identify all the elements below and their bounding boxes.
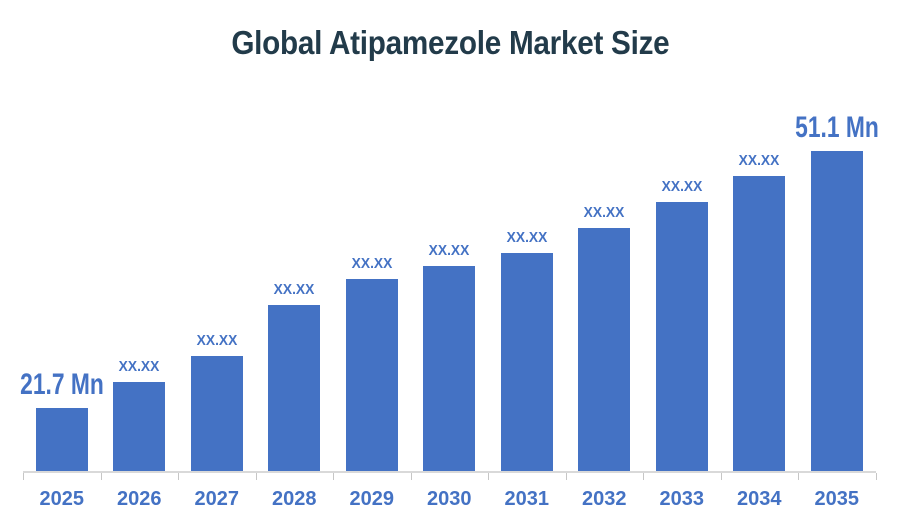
bar-label-2027: XX.XX: [196, 332, 238, 349]
x-axis-tick: [643, 473, 644, 480]
chart-title-text: Global Atipamezole Market Size: [230, 24, 670, 61]
bar-label-2033: XX.XX: [661, 178, 703, 195]
x-axis-label-2027: 2027: [194, 488, 240, 510]
x-axis-tick: [875, 473, 877, 480]
x-axis-tick: [100, 473, 102, 480]
bar-2032: [578, 228, 631, 471]
bar-2029: [345, 279, 398, 471]
x-axis-label-2033: 2033: [659, 488, 705, 510]
x-axis-tick: [565, 473, 567, 480]
bar-2028: [268, 305, 321, 471]
bar-label-2029: XX.XX: [351, 255, 393, 272]
x-axis-tick: [798, 473, 799, 480]
x-axis-tick: [488, 473, 489, 480]
x-axis-label-2029: 2029: [349, 488, 395, 510]
x-axis-tick: [720, 473, 722, 480]
x-axis-tick: [178, 473, 179, 480]
x-axis-tick: [255, 473, 257, 480]
x-axis-tick: [333, 473, 334, 480]
bar-2035: [810, 151, 863, 471]
x-axis-tick: [23, 473, 24, 480]
bar-label-2035: 51.1 Mn: [794, 111, 879, 144]
bar-label-2034: XX.XX: [738, 152, 780, 169]
bar-2033: [655, 202, 708, 471]
x-axis-label-2034: 2034: [737, 488, 782, 510]
bar-2026: [113, 382, 166, 471]
x-axis-label-2031: 2031: [504, 488, 550, 510]
bar-2030: [423, 266, 476, 471]
bar-2027: [190, 356, 243, 471]
bar-2034: [733, 176, 786, 471]
bar-label-2026: XX.XX: [118, 358, 160, 375]
x-axis-label-2035: 2035: [814, 488, 860, 510]
x-axis-label-2025: 2025: [39, 488, 85, 510]
bar-2031: [500, 253, 553, 471]
x-axis-label-2026: 2026: [117, 488, 162, 510]
bar-label-2030: XX.XX: [428, 242, 470, 259]
x-axis-label-2030: 2030: [427, 488, 472, 510]
x-axis-line: [23, 471, 876, 473]
bar-label-2032: XX.XX: [583, 204, 625, 221]
bar-label-2028: XX.XX: [273, 281, 315, 298]
bar-label-2025: 21.7 Mn: [19, 368, 104, 401]
chart-title: Global Atipamezole Market Size: [0, 24, 900, 62]
x-axis-label-2028: 2028: [272, 488, 317, 510]
bar-label-2031: XX.XX: [506, 229, 548, 246]
bar-2025: [35, 408, 88, 471]
x-axis-label-2032: 2032: [582, 488, 627, 510]
x-axis-tick: [410, 473, 412, 480]
